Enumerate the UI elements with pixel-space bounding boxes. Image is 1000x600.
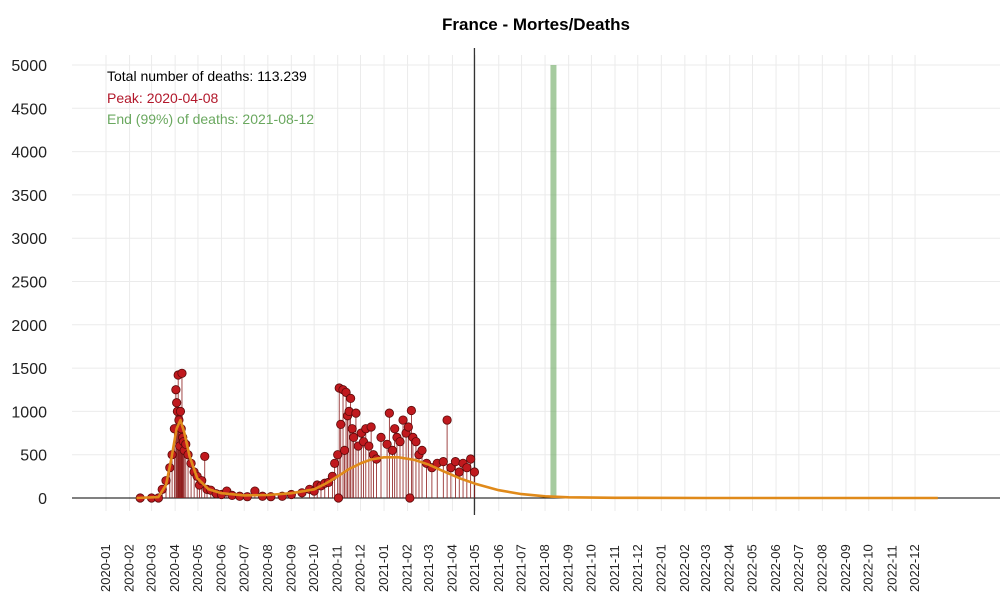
data-point [349,432,359,442]
x-tick-label: 2022-10 [861,544,876,592]
data-point [438,457,448,467]
x-tick-label: 2020-08 [260,544,275,592]
data-point [382,439,392,449]
x-tick-label: 2021-07 [514,544,529,592]
x-tick-label: 2020-04 [167,544,182,592]
data-point [390,424,400,434]
data-point [469,467,480,477]
data-point [333,493,344,503]
data-point [395,437,405,447]
y-axis-tick-labels: 0 500 1000 1500 2000 2500 3000 3500 4000 4500 5000 [11,58,47,508]
x-tick-label: 2022-04 [722,544,737,592]
x-tick-label: 2021-06 [491,544,506,592]
x-tick-label: 2021-02 [400,544,415,592]
data-point [351,408,361,418]
x-tick-label: 2020-09 [283,544,298,592]
x-tick-label: 2021-10 [583,544,598,592]
y-tick-label: 2500 [11,275,47,292]
data-stems [161,373,475,498]
data-point [197,476,207,486]
peak-annotation: Peak: 2020-04-08 [107,90,219,106]
x-tick-label: 2020-05 [190,544,205,592]
data-point [387,445,397,455]
x-axis-tick-labels: 2020-01 2020-02 2020-03 2020-04 2020-05 2020-… [98,544,922,592]
data-point [346,393,356,404]
data-point [175,406,186,416]
data-point [466,454,476,464]
data-point [405,493,415,503]
x-tick-label: 2022-01 [653,544,668,592]
end-annotation: End (99%) of deaths: 2021-08-12 [107,111,314,127]
data-point [339,445,350,455]
x-tick-label: 2022-07 [791,544,806,592]
data-point [406,405,416,416]
data-point [336,419,346,429]
x-tick-label: 2021-12 [630,544,645,592]
x-tick-label: 2020-11 [330,545,345,592]
data-point [450,457,461,467]
x-tick-label: 2021-05 [467,544,482,592]
data-points [135,368,480,503]
y-tick-label: 0 [38,491,47,508]
x-tick-label: 2020-12 [352,544,367,592]
total-deaths-annotation: Total number of deaths: 113.239 [107,68,307,84]
y-tick-label: 3500 [11,188,47,205]
fitted-curve [136,418,938,500]
x-tick-label: 2022-02 [677,544,692,592]
data-point [411,437,421,447]
data-point [341,387,351,397]
data-point [384,408,394,418]
x-tick-label: 2020-03 [144,544,159,592]
x-tick-label: 2021-08 [537,544,552,592]
x-tick-label: 2020-06 [213,544,228,592]
x-tick-label: 2022-12 [907,544,922,592]
x-tick-label: 2021-03 [421,544,436,592]
data-point [403,422,413,432]
x-tick-label: 2022-11 [884,545,899,592]
data-point [171,385,181,395]
y-tick-label: 2000 [11,318,47,335]
x-tick-label: 2022-06 [768,544,783,592]
data-point [333,450,343,460]
data-point [366,422,376,432]
x-tick-label: 2021-01 [376,544,391,592]
x-tick-label: 2022-08 [814,544,829,592]
x-tick-label: 2022-05 [744,544,759,592]
data-point [442,415,452,425]
x-tick-label: 2020-07 [236,544,251,592]
x-tick-label: 2020-01 [98,544,113,592]
y-tick-label: 4000 [11,145,47,162]
data-point [398,415,408,425]
y-tick-label: 5000 [11,58,47,75]
y-tick-label: 1000 [11,404,47,421]
fitted-curve-line [136,418,938,500]
x-tick-label: 2021-11 [607,545,622,592]
data-point [364,441,374,451]
data-point [376,432,386,442]
data-point [446,463,456,473]
y-tick-label: 500 [20,448,47,465]
y-tick-label: 4500 [11,101,47,118]
data-point [177,368,187,378]
data-point [347,424,357,434]
chart-title: France - Mortes/Deaths [442,15,630,34]
y-tick-label: 3000 [11,231,47,248]
x-tick-label: 2022-03 [698,544,713,592]
data-point [172,398,182,408]
y-tick-label: 1500 [11,361,47,378]
x-tick-label: 2021-04 [444,544,459,592]
x-tick-label: 2022-09 [838,544,853,592]
data-point [200,451,210,462]
x-tick-label: 2020-10 [306,544,321,592]
end-of-deaths-marker [550,65,557,498]
data-point [242,492,252,502]
data-point [417,445,427,455]
x-tick-label: 2021-09 [561,544,576,592]
data-point [462,463,472,473]
data-point [454,467,464,477]
x-tick-label: 2020-02 [122,544,137,592]
data-point [330,458,340,468]
